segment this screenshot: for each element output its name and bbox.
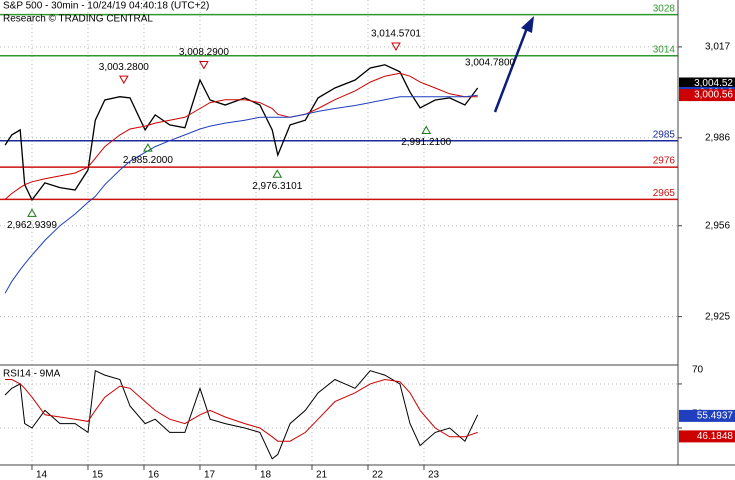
trend-arrow — [493, 27, 529, 113]
low-marker — [27, 208, 37, 217]
y-tick-label: 2,956 — [705, 220, 730, 231]
low-label: 2,991.2100 — [401, 137, 451, 148]
price-series-line — [4, 64, 479, 202]
level-label: 2985 — [653, 129, 676, 140]
level-label: 3028 — [653, 3, 676, 14]
rsi-tag — [679, 409, 735, 422]
price-tag-label: 3,004.52 — [694, 78, 733, 89]
x-tick-label: 21 — [316, 470, 328, 480]
x-tick-label: 14 — [36, 470, 48, 480]
high-marker — [199, 60, 209, 70]
x-tick-label: 17 — [204, 470, 216, 480]
price-tag-label: 3,000.56 — [694, 90, 733, 101]
high-label: 3,014.5701 — [371, 29, 421, 40]
chart-title: S&P 500 - 30min - 10/24/19 04:40:18 (UTC… — [3, 1, 209, 12]
high-marker — [391, 42, 401, 52]
rsi-series-line — [5, 378, 478, 442]
level-label: 2965 — [653, 188, 676, 199]
y-tick-label: 3,017 — [705, 42, 730, 53]
level-label: 3014 — [653, 44, 676, 55]
x-tick-label: 15 — [92, 470, 104, 480]
high-label: 3,003.2800 — [99, 62, 149, 73]
rsi-title: RSI14 - 9MA — [3, 369, 61, 380]
rsi-tag — [679, 430, 735, 443]
low-label: 2,985.2000 — [123, 155, 173, 166]
high-label: 3,008.2900 — [179, 47, 229, 58]
x-tick-label: 23 — [428, 470, 440, 480]
low-marker — [143, 143, 153, 152]
low-marker — [421, 125, 432, 135]
rsi-series-line — [4, 369, 479, 460]
trend-arrow-head — [521, 16, 534, 33]
low-marker — [272, 169, 283, 178]
y-tick-label: 2,925 — [705, 311, 730, 322]
price-series-line — [4, 94, 478, 294]
high-label: 3,004.7800 — [465, 57, 515, 68]
rsi-tag-label: 55.4937 — [697, 411, 734, 422]
x-tick-label: 16 — [148, 470, 160, 480]
x-tick-label: 22 — [372, 470, 384, 480]
y-tick-label: 2,986 — [705, 132, 730, 143]
low-label: 2,976.3101 — [252, 181, 302, 192]
price-tag — [679, 77, 735, 90]
high-marker — [118, 75, 129, 85]
chart-subtitle: Research © TRADING CENTRAL — [3, 14, 153, 25]
x-tick-label: 18 — [260, 470, 272, 480]
price-tag — [679, 89, 735, 102]
rsi-y-tick-label: 70 — [692, 365, 704, 376]
rsi-tag-label: 46.1848 — [697, 431, 734, 442]
low-label: 2,962.9399 — [7, 220, 57, 231]
price-series-line — [4, 72, 478, 200]
level-label: 2976 — [653, 156, 676, 167]
